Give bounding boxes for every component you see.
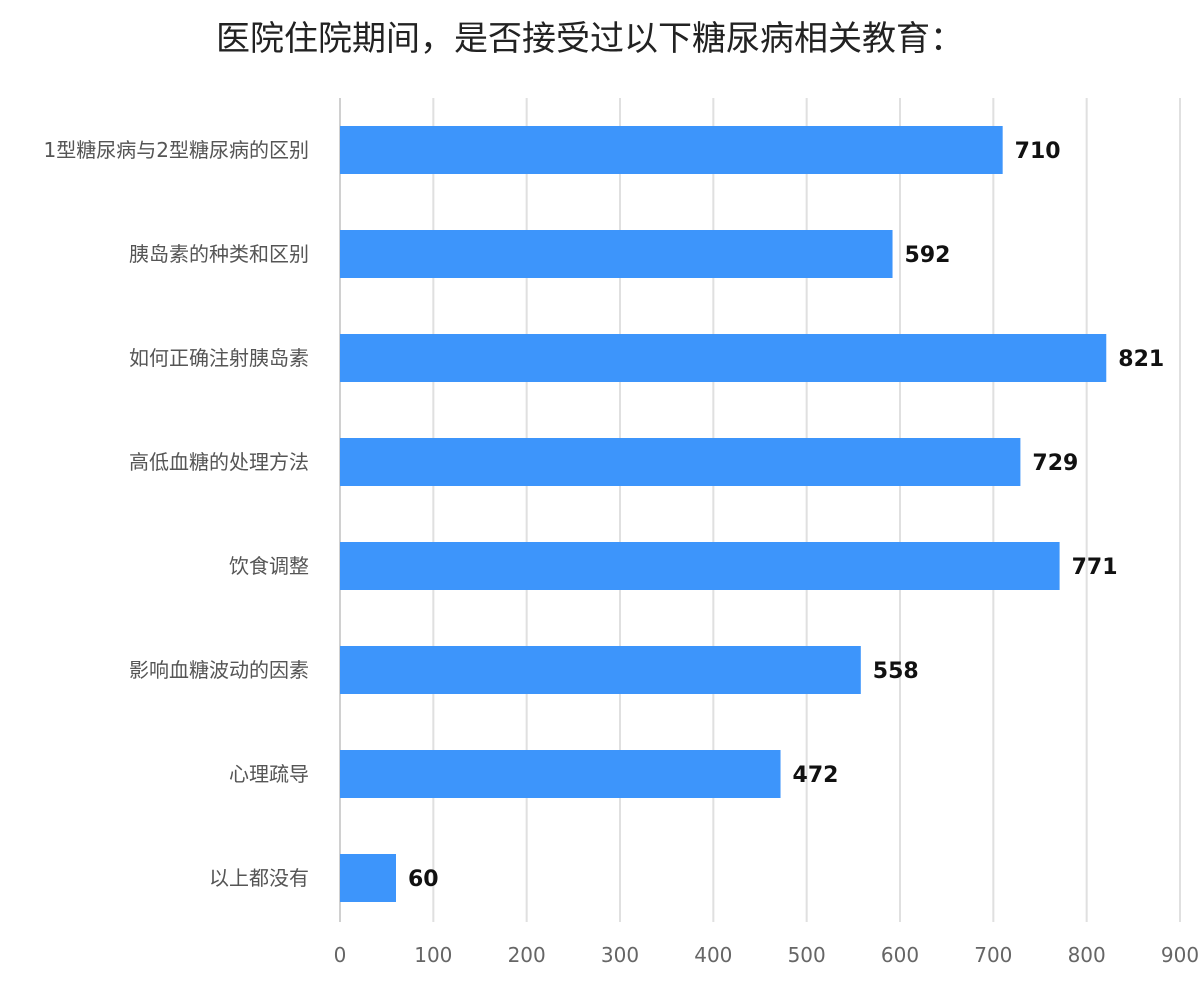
x-tick-label: 600 <box>881 943 919 967</box>
bar <box>340 334 1107 382</box>
x-tick-label: 700 <box>974 943 1012 967</box>
x-tick-label: 0 <box>334 943 347 967</box>
data-label: 472 <box>793 763 839 788</box>
grid-lines <box>339 98 1181 922</box>
data-label: 729 <box>1032 451 1078 476</box>
category-label: 1型糖尿病与2型糖尿病的区别 <box>44 138 309 162</box>
category-label: 如何正确注射胰岛素 <box>129 346 309 370</box>
category-labels: 1型糖尿病与2型糖尿病的区别胰岛素的种类和区别如何正确注射胰岛素高低血糖的处理方… <box>44 138 309 890</box>
category-label: 影响血糖波动的因素 <box>129 658 309 682</box>
x-tick-label: 100 <box>414 943 452 967</box>
bar <box>340 750 781 798</box>
x-tick-label: 200 <box>508 943 546 967</box>
data-label: 60 <box>408 867 439 892</box>
category-label: 以上都没有 <box>209 866 309 890</box>
bar <box>340 230 893 278</box>
x-tick-label: 300 <box>601 943 639 967</box>
x-tick-label: 500 <box>788 943 826 967</box>
data-label: 771 <box>1072 555 1118 580</box>
category-label: 高低血糖的处理方法 <box>129 450 309 474</box>
bar <box>340 126 1003 174</box>
x-axis-ticks: 0 100 200 300 400 500 600 700 800 900 <box>334 943 1199 967</box>
category-label: 饮食调整 <box>229 554 309 578</box>
data-label: 558 <box>873 659 919 684</box>
bar <box>340 646 861 694</box>
bar <box>340 542 1060 590</box>
bars <box>340 126 1107 902</box>
category-label: 心理疏导 <box>229 762 309 786</box>
x-tick-label: 400 <box>694 943 732 967</box>
chart-title: 医院住院期间，是否接受过以下糖尿病相关教育： <box>216 19 964 59</box>
bar <box>340 854 396 902</box>
data-label: 592 <box>905 243 951 268</box>
data-label: 821 <box>1118 347 1164 372</box>
bar <box>340 438 1021 486</box>
x-tick-label: 900 <box>1161 943 1199 967</box>
x-tick-label: 800 <box>1068 943 1106 967</box>
category-label: 胰岛素的种类和区别 <box>129 242 309 266</box>
value-labels: 710 592 821 729 771 558 472 60 <box>408 139 1164 892</box>
data-label: 710 <box>1015 139 1061 164</box>
